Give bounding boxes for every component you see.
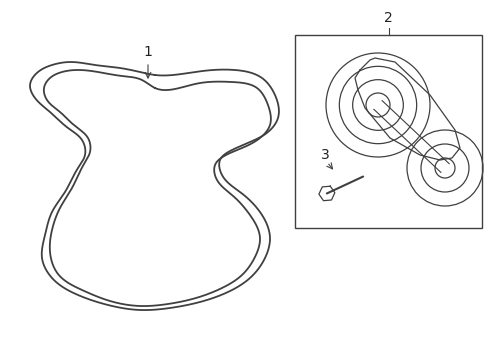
Bar: [294, 35, 481, 228]
Text: 3: 3: [320, 148, 329, 162]
Text: 1: 1: [143, 45, 152, 59]
Text: 2: 2: [384, 11, 392, 25]
